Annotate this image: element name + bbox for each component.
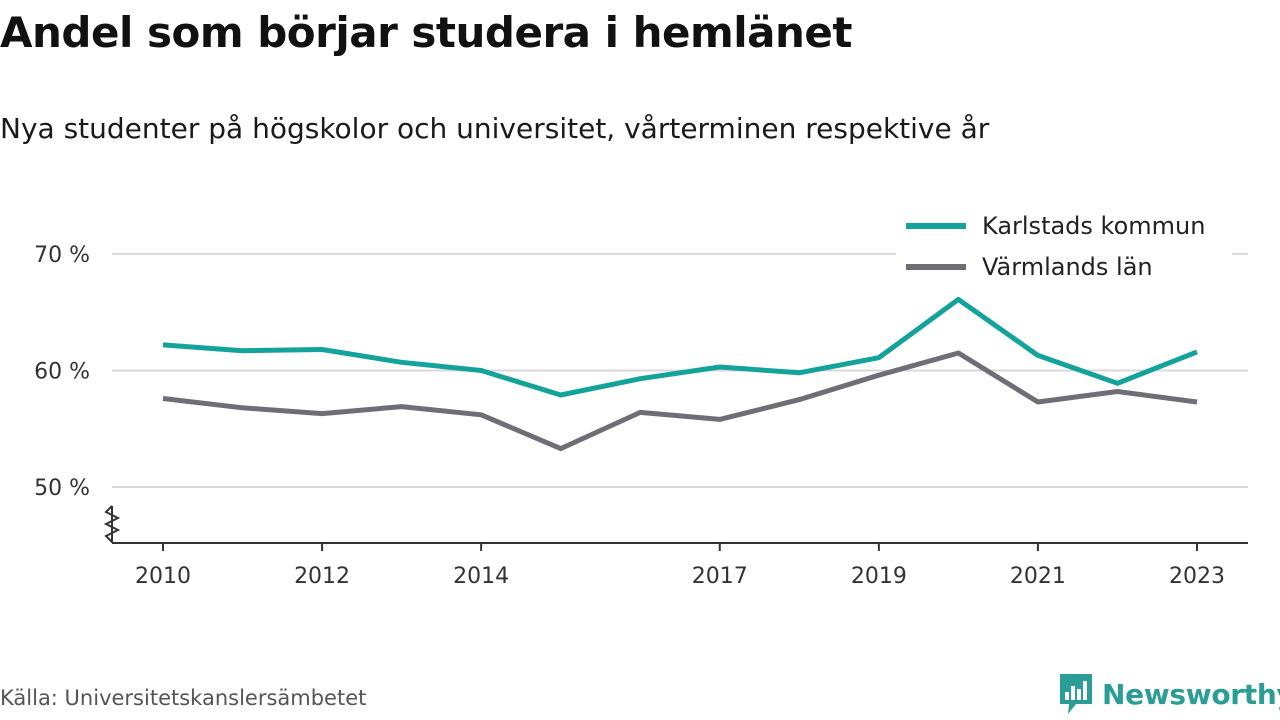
legend-label: Karlstads kommun <box>982 212 1205 240</box>
brand-name: Newsworthy <box>1102 677 1280 711</box>
axes: 50 % 60 % 70 % 2010 2012 2014 2017 2019 2021 2023 <box>34 243 1248 589</box>
y-tick-label: 50 % <box>34 476 90 501</box>
legend: Karlstads kommun Värmlands län <box>896 204 1232 286</box>
x-tick-label: 2010 <box>135 564 191 589</box>
x-tick-label: 2021 <box>1010 564 1066 589</box>
y-tick-label: 70 % <box>34 243 90 268</box>
chart-title: Andel som börjar studera i hemlänet <box>0 8 853 57</box>
legend-background <box>896 204 1232 286</box>
series-line <box>162 296 1198 398</box>
series-line <box>162 350 1198 452</box>
source-note: Källa: Universitetskanslersämbetet <box>0 686 367 710</box>
x-tick-label: 2019 <box>851 564 907 589</box>
x-tick-label: 2017 <box>692 564 748 589</box>
series-lines <box>162 296 1198 452</box>
y-tick-label: 60 % <box>34 360 90 385</box>
legend-label: Värmlands län <box>982 253 1153 281</box>
brand-logo: Newsworthy <box>1058 672 1280 716</box>
x-tick-label: 2012 <box>294 564 350 589</box>
x-tick-label: 2023 <box>1169 564 1225 589</box>
axis-break-icon <box>103 505 121 543</box>
chart-subtitle: Nya studenter på högskolor och universit… <box>0 112 990 145</box>
newsworthy-logo-icon <box>1060 674 1092 714</box>
x-tick-label: 2014 <box>453 564 509 589</box>
